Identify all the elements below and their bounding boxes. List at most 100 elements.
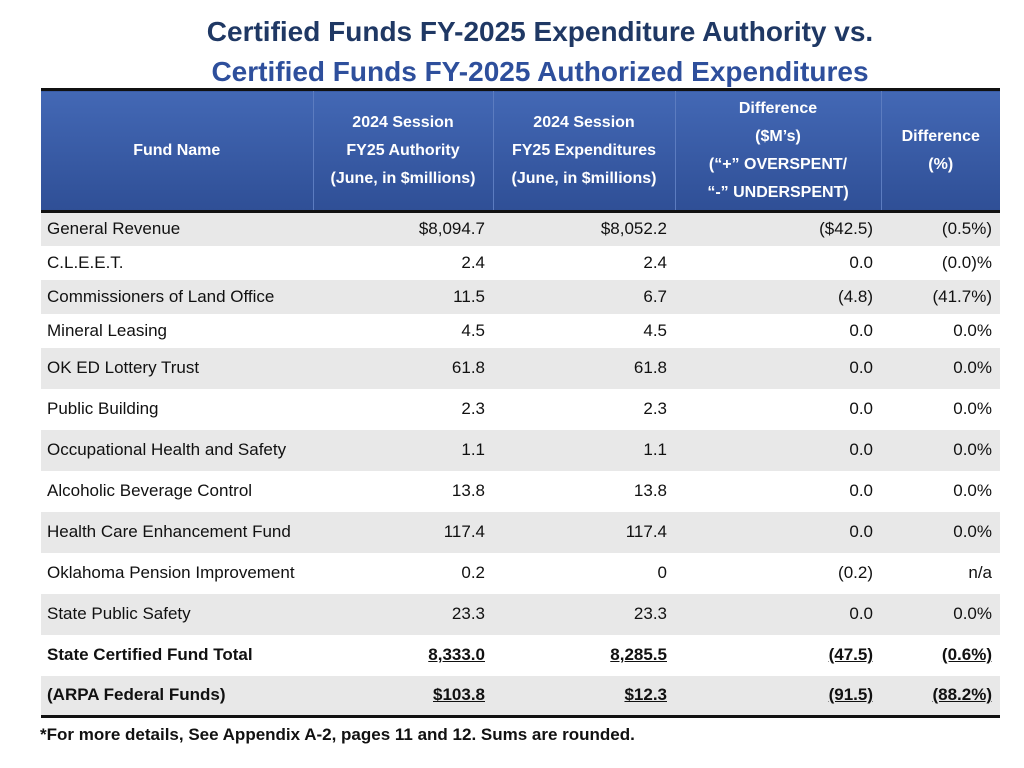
difference-pct-cell: 0.0% — [881, 429, 1000, 471]
expenditures-cell: 2.3 — [493, 388, 675, 430]
fund-name-cell: Oklahoma Pension Improvement — [41, 552, 313, 594]
header-text: ($M’s) — [755, 127, 801, 145]
difference-pct-cell: (41.7%) — [881, 279, 1000, 314]
difference-cell: 0.0 — [675, 470, 881, 512]
header-text: FY25 Expenditures — [511, 141, 657, 159]
authority-cell: 1.1 — [313, 429, 493, 471]
header-authority: 2024 Session FY25 Authority (June, in $m… — [313, 88, 494, 213]
table-row: Health Care Enhancement Fund 117.4 117.4… — [41, 511, 1000, 553]
authority-cell: 13.8 — [313, 470, 493, 512]
page-title: Certified Funds FY-2025 Expenditure Auth… — [0, 12, 1024, 92]
authority-cell: 23.3 — [313, 593, 493, 635]
header-fund-name: Fund Name — [41, 88, 314, 213]
header-difference: Difference ($M’s) (“+” OVERSPENT/ “-” UN… — [675, 88, 882, 213]
footnote: *For more details, See Appendix A-2, pag… — [40, 725, 635, 744]
table-row: C.L.E.E.T. 2.4 2.4 0.0 (0.0)% — [41, 245, 1000, 280]
table-row: State Public Safety 23.3 23.3 0.0 0.0% — [41, 593, 1000, 635]
difference-cell: 0.0 — [675, 245, 881, 280]
header-text: (“+” OVERSPENT/ — [708, 155, 848, 173]
total-value: (47.5) — [828, 645, 873, 664]
total-value: 8,333.0 — [428, 645, 485, 664]
fund-name-cell: General Revenue — [41, 211, 313, 246]
total-value: $12.3 — [624, 685, 667, 705]
authority-cell: 11.5 — [313, 279, 493, 314]
authority-cell: 117.4 — [313, 511, 493, 553]
expenditures-cell: 0 — [493, 552, 675, 594]
difference-cell: (0.2) — [675, 552, 881, 594]
table-row: Public Building 2.3 2.3 0.0 0.0% — [41, 388, 1000, 430]
fund-name-cell: Occupational Health and Safety — [41, 429, 313, 471]
total-value: 8,285.5 — [610, 645, 667, 664]
difference-pct-cell: (88.2%) — [881, 675, 1000, 718]
expenditures-cell: $8,052.2 — [493, 211, 675, 246]
table-header-row: Fund Name 2024 Session FY25 Authority (J… — [41, 88, 1000, 213]
fund-name-cell: C.L.E.E.T. — [41, 245, 313, 280]
table-row: Alcoholic Beverage Control 13.8 13.8 0.0… — [41, 470, 1000, 512]
difference-cell: 0.0 — [675, 511, 881, 553]
difference-pct-cell: (0.0)% — [881, 245, 1000, 280]
authority-cell: $8,094.7 — [313, 211, 493, 246]
difference-cell: ($42.5) — [675, 211, 881, 246]
authority-cell: 0.2 — [313, 552, 493, 594]
fund-name-cell: State Public Safety — [41, 593, 313, 635]
header-text: 2024 Session — [352, 113, 454, 131]
table-row: Oklahoma Pension Improvement 0.2 0 (0.2)… — [41, 552, 1000, 594]
total-value: (0.6%) — [941, 645, 992, 664]
authority-cell: 2.4 — [313, 245, 493, 280]
fund-name-cell: State Certified Fund Total — [41, 634, 313, 676]
total-value: (88.2%) — [932, 685, 992, 705]
difference-cell: (4.8) — [675, 279, 881, 314]
expenditures-cell: 61.8 — [493, 347, 675, 389]
authority-cell: 4.5 — [313, 313, 493, 348]
expenditures-cell: 23.3 — [493, 593, 675, 635]
difference-cell: (91.5) — [675, 675, 881, 718]
fund-name-cell: Public Building — [41, 388, 313, 430]
title-line-1: Certified Funds FY-2025 Expenditure Auth… — [206, 16, 874, 47]
header-text: (June, in $millions) — [330, 169, 476, 187]
fund-name-cell: Mineral Leasing — [41, 313, 313, 348]
title-line-2: Certified Funds FY-2025 Authorized Expen… — [211, 56, 869, 87]
header-text: (%) — [928, 155, 954, 173]
funds-table: Fund Name 2024 Session FY25 Authority (J… — [41, 88, 1000, 718]
difference-pct-cell: 0.0% — [881, 388, 1000, 430]
header-text: (June, in $millions) — [511, 169, 657, 187]
expenditures-cell: 13.8 — [493, 470, 675, 512]
expenditures-cell: 8,285.5 — [493, 634, 675, 676]
difference-pct-cell: 0.0% — [881, 511, 1000, 553]
expenditures-cell: $12.3 — [493, 675, 675, 718]
total-value: $103.8 — [433, 685, 485, 705]
expenditures-cell: 6.7 — [493, 279, 675, 314]
header-text: 2024 Session — [533, 113, 635, 131]
authority-cell: 61.8 — [313, 347, 493, 389]
header-difference-pct: Difference (%) — [881, 88, 1000, 213]
authority-cell: $103.8 — [313, 675, 493, 718]
total-row: State Certified Fund Total 8,333.0 8,285… — [41, 634, 1000, 676]
header-text: Fund Name — [133, 141, 221, 159]
difference-cell: (47.5) — [675, 634, 881, 676]
total-row: (ARPA Federal Funds) $103.8 $12.3 (91.5)… — [41, 675, 1000, 718]
authority-cell: 8,333.0 — [313, 634, 493, 676]
table-row: Mineral Leasing 4.5 4.5 0.0 0.0% — [41, 313, 1000, 348]
table-row: Commissioners of Land Office 11.5 6.7 (4… — [41, 279, 1000, 314]
fund-name-cell: Alcoholic Beverage Control — [41, 470, 313, 512]
header-text: “-” UNDERSPENT) — [707, 183, 849, 201]
header-text: Difference — [738, 99, 818, 117]
header-text: Difference — [901, 127, 980, 145]
fund-name-cell: Health Care Enhancement Fund — [41, 511, 313, 553]
authority-cell: 2.3 — [313, 388, 493, 430]
table-row: Occupational Health and Safety 1.1 1.1 0… — [41, 429, 1000, 471]
difference-cell: 0.0 — [675, 429, 881, 471]
expenditures-cell: 117.4 — [493, 511, 675, 553]
table-row: OK ED Lottery Trust 61.8 61.8 0.0 0.0% — [41, 347, 1000, 389]
total-value: (91.5) — [828, 685, 873, 705]
difference-cell: 0.0 — [675, 388, 881, 430]
difference-pct-cell: (0.6%) — [881, 634, 1000, 676]
fund-name-cell: Commissioners of Land Office — [41, 279, 313, 314]
fund-name-cell: (ARPA Federal Funds) — [41, 675, 313, 718]
header-text: FY25 Authority — [346, 141, 460, 159]
header-expenditures: 2024 Session FY25 Expenditures (June, in… — [493, 88, 676, 213]
difference-pct-cell: 0.0% — [881, 593, 1000, 635]
difference-pct-cell: 0.0% — [881, 470, 1000, 512]
expenditures-cell: 2.4 — [493, 245, 675, 280]
